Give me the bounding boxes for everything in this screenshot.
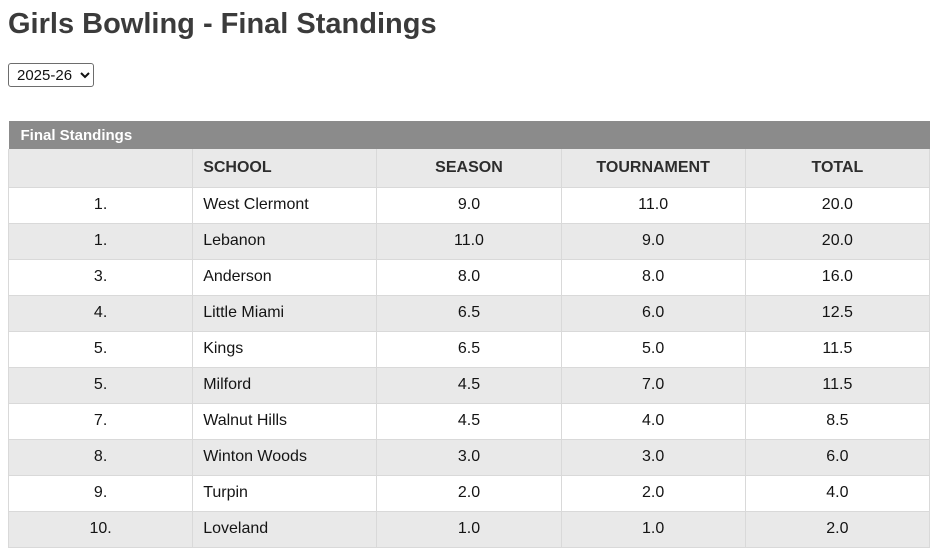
- row-rank-cell: 5.: [7, 330, 194, 368]
- row-rank-cell: 7.: [7, 402, 194, 440]
- row-total-cell: 20.0: [744, 186, 931, 224]
- column-header-season: SEASON: [376, 149, 562, 188]
- row-rank-cell: 3.: [7, 258, 194, 296]
- column-header-rank: [7, 149, 194, 188]
- column-header-tournament: TOURNAMENT: [560, 149, 746, 188]
- row-season-cell: 3.0: [376, 438, 562, 476]
- row-total-cell: 8.5: [744, 402, 931, 440]
- row-tournament-cell: 5.0: [560, 330, 746, 368]
- row-total-cell: 12.5: [744, 294, 931, 332]
- row-tournament-cell: 9.0: [560, 222, 746, 260]
- row-rank-cell: 8.: [7, 438, 194, 476]
- row-rank-cell: 1.: [7, 222, 194, 260]
- row-total-cell: 20.0: [744, 222, 931, 260]
- row-total-cell: 2.0: [744, 510, 931, 548]
- column-header-school: SCHOOL: [192, 149, 378, 188]
- row-tournament-cell: 2.0: [560, 474, 746, 512]
- row-tournament-cell: 6.0: [560, 294, 746, 332]
- row-total-cell: 11.5: [744, 330, 931, 368]
- table-row: 5. Milford 4.5 7.0 11.5: [7, 366, 931, 404]
- table-row: 7. Walnut Hills 4.5 4.0 8.5: [7, 402, 931, 440]
- table-row: 9. Turpin 2.0 2.0 4.0: [7, 474, 931, 512]
- row-tournament-cell: 8.0: [560, 258, 746, 296]
- row-total-cell: 16.0: [744, 258, 931, 296]
- table-row: 10. Loveland 1.0 1.0 2.0: [7, 510, 931, 548]
- row-season-cell: 4.5: [376, 366, 562, 404]
- row-school-cell: Lebanon: [192, 222, 378, 260]
- row-rank-cell: 9.: [7, 474, 194, 512]
- row-total-cell: 11.5: [744, 366, 931, 404]
- row-school-cell: Kings: [192, 330, 378, 368]
- table-row: 4. Little Miami 6.5 6.0 12.5: [7, 294, 931, 332]
- row-school-cell: Loveland: [192, 510, 378, 548]
- season-select[interactable]: 2025-26: [8, 63, 94, 87]
- standings-table: Final Standings SCHOOL SEASON TOURNAMENT…: [7, 121, 931, 548]
- season-select-wrap: 2025-26: [8, 63, 930, 87]
- table-row: 8. Winton Woods 3.0 3.0 6.0: [7, 438, 931, 476]
- table-row: 3. Anderson 8.0 8.0 16.0: [7, 258, 931, 296]
- table-header-row: SCHOOL SEASON TOURNAMENT TOTAL: [7, 149, 931, 188]
- row-school-cell: Winton Woods: [192, 438, 378, 476]
- row-rank-cell: 4.: [7, 294, 194, 332]
- row-season-cell: 8.0: [376, 258, 562, 296]
- table-caption-row: Final Standings: [8, 121, 930, 149]
- row-rank-cell: 1.: [7, 186, 194, 224]
- row-school-cell: Walnut Hills: [192, 402, 378, 440]
- row-rank-cell: 5.: [7, 366, 194, 404]
- standings-table-body: 1. West Clermont 9.0 11.0 20.0 1. Lebano…: [7, 186, 931, 548]
- row-season-cell: 11.0: [376, 222, 562, 260]
- row-tournament-cell: 1.0: [560, 510, 746, 548]
- row-season-cell: 9.0: [376, 186, 562, 224]
- column-header-total: TOTAL: [744, 149, 931, 188]
- row-school-cell: Little Miami: [192, 294, 378, 332]
- row-school-cell: West Clermont: [192, 186, 378, 224]
- row-season-cell: 6.5: [376, 330, 562, 368]
- row-season-cell: 6.5: [376, 294, 562, 332]
- row-total-cell: 6.0: [744, 438, 931, 476]
- row-school-cell: Turpin: [192, 474, 378, 512]
- row-season-cell: 1.0: [376, 510, 562, 548]
- row-total-cell: 4.0: [744, 474, 931, 512]
- row-tournament-cell: 3.0: [560, 438, 746, 476]
- table-row: 5. Kings 6.5 5.0 11.5: [7, 330, 931, 368]
- row-school-cell: Milford: [192, 366, 378, 404]
- row-school-cell: Anderson: [192, 258, 378, 296]
- table-row: 1. West Clermont 9.0 11.0 20.0: [7, 186, 931, 224]
- row-season-cell: 4.5: [376, 402, 562, 440]
- row-rank-cell: 10.: [7, 510, 194, 548]
- row-tournament-cell: 7.0: [560, 366, 746, 404]
- table-row: 1. Lebanon 11.0 9.0 20.0: [7, 222, 931, 260]
- page-title: Girls Bowling - Final Standings: [8, 8, 437, 40]
- row-season-cell: 2.0: [376, 474, 562, 512]
- table-caption: Final Standings: [8, 121, 930, 149]
- row-tournament-cell: 4.0: [560, 402, 746, 440]
- row-tournament-cell: 11.0: [560, 186, 746, 224]
